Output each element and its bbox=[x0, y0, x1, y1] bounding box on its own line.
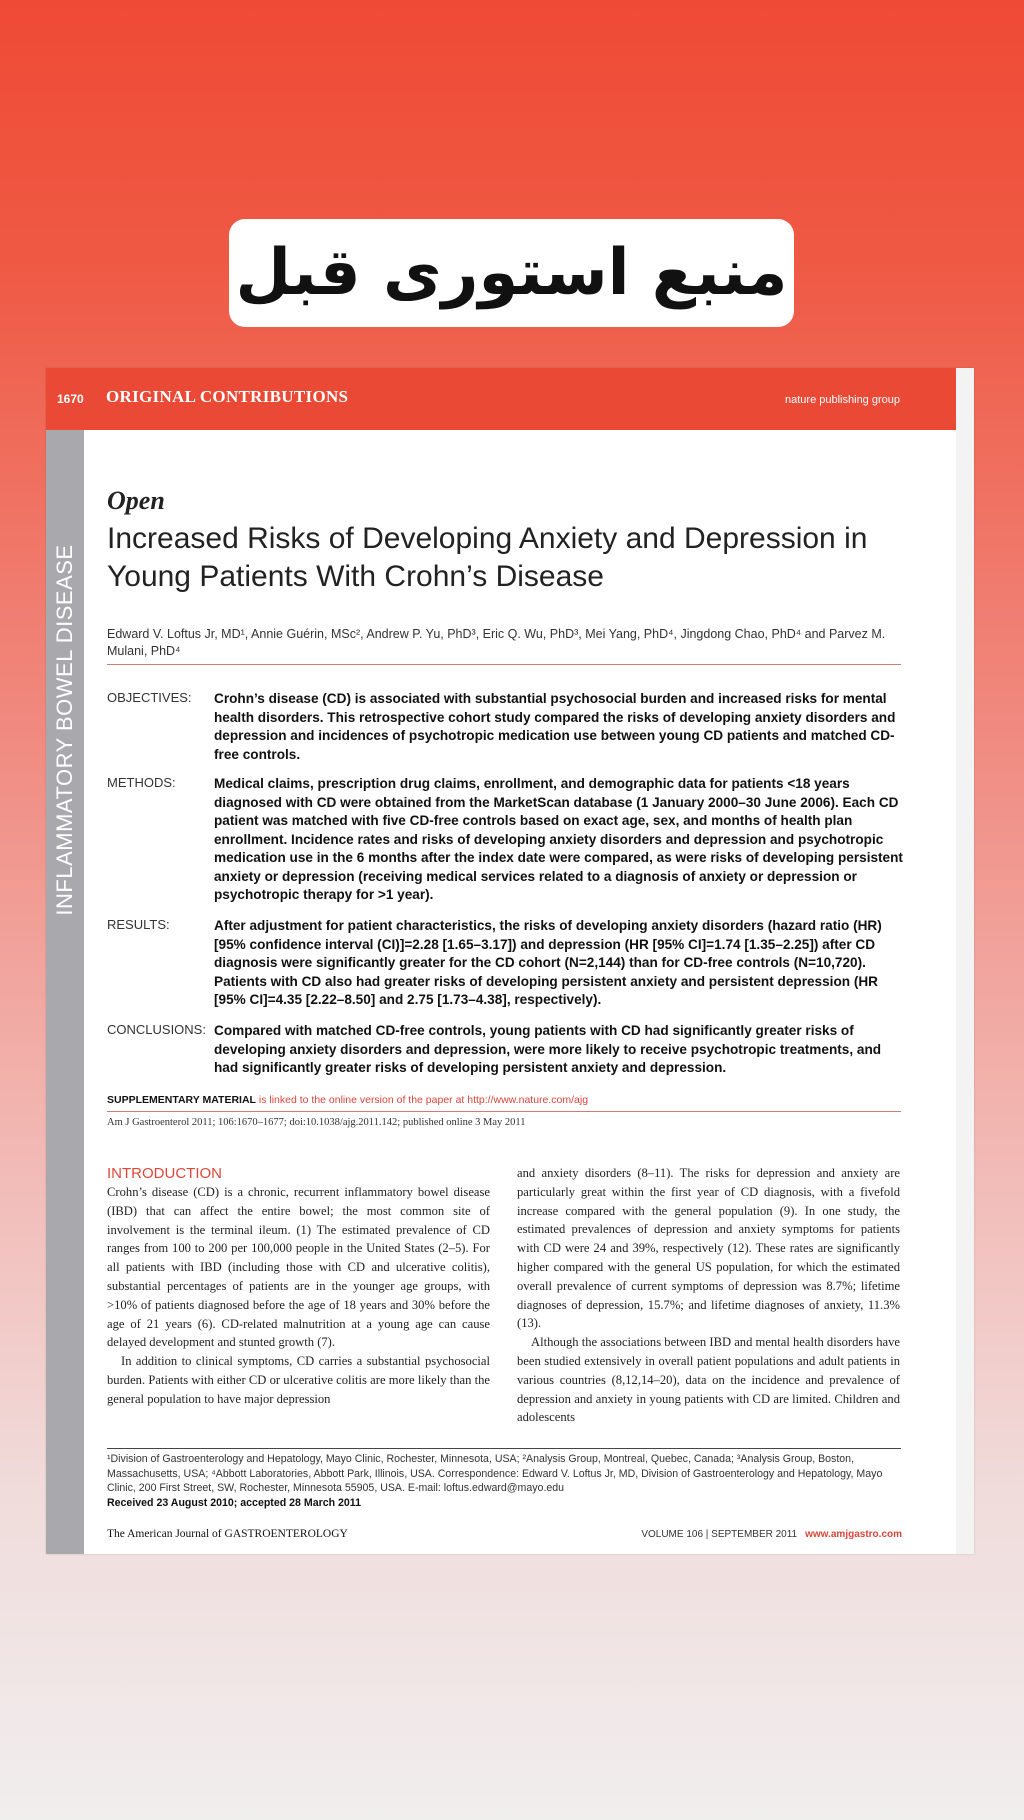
journal-name: The American Journal of GASTROENTEROLOGY bbox=[107, 1528, 348, 1540]
affiliations-footnote: ¹Division of Gastroenterology and Hepato… bbox=[107, 1452, 901, 1510]
methods-label: METHODS: bbox=[107, 775, 176, 790]
story-banner: منبع استوری قبل bbox=[229, 219, 794, 327]
intro-paragraph-2: In addition to clinical symptoms, CD car… bbox=[107, 1354, 490, 1406]
body-column-left: INTRODUCTION Crohn’s disease (CD) is a c… bbox=[107, 1164, 490, 1409]
supplementary-divider bbox=[107, 1111, 901, 1112]
topic-sidebar: INFLAMMATORY BOWEL DISEASE bbox=[46, 430, 84, 1554]
publisher-name: nature publishing group bbox=[785, 394, 900, 406]
journal-url[interactable]: www.amjgastro.com bbox=[805, 1529, 902, 1540]
title-divider bbox=[107, 664, 901, 665]
page-edge bbox=[956, 368, 974, 1554]
intro-paragraph-1: Crohn’s disease (CD) is a chronic, recur… bbox=[107, 1185, 490, 1350]
conclusions-label: CONCLUSIONS: bbox=[107, 1022, 206, 1037]
section-title: ORIGINAL CONTRIBUTIONS bbox=[106, 387, 349, 406]
page-header: 1670 ORIGINAL CONTRIBUTIONS nature publi… bbox=[46, 368, 956, 430]
intro-paragraph-3: and anxiety disorders (8–11). The risks … bbox=[517, 1166, 900, 1331]
affiliations-text: ¹Division of Gastroenterology and Hepato… bbox=[107, 1453, 883, 1494]
author-list: Edward V. Loftus Jr, MD¹, Annie Guérin, … bbox=[107, 627, 886, 658]
article-page: 1670 ORIGINAL CONTRIBUTIONS nature publi… bbox=[46, 368, 974, 1554]
conclusions-text: Compared with matched CD-free controls, … bbox=[214, 1023, 882, 1075]
supplementary-note: SUPPLEMENTARY MATERIAL is linked to the … bbox=[107, 1094, 588, 1106]
results-label: RESULTS: bbox=[107, 917, 170, 932]
supplementary-label: SUPPLEMENTARY MATERIAL bbox=[107, 1094, 256, 1106]
results-text: After adjustment for patient characteris… bbox=[214, 918, 882, 1007]
article-title: Increased Risks of Developing Anxiety an… bbox=[107, 522, 868, 593]
introduction-heading: INTRODUCTION bbox=[107, 1165, 222, 1182]
received-dates: Received 23 August 2010; accepted 28 Mar… bbox=[107, 1496, 361, 1509]
citation-line: Am J Gastroenterol 2011; 106:1670–1677; … bbox=[107, 1117, 526, 1128]
volume-info: VOLUME 106 | SEPTEMBER 2011 bbox=[641, 1529, 798, 1540]
topic-label: INFLAMMATORY BOWEL DISEASE bbox=[52, 544, 77, 916]
open-access-label: Open bbox=[107, 486, 165, 515]
objectives-label: OBJECTIVES: bbox=[107, 690, 192, 705]
methods-text: Medical claims, prescription drug claims… bbox=[214, 776, 903, 902]
intro-paragraph-4: Although the associations between IBD an… bbox=[517, 1335, 900, 1425]
banner-text: منبع استوری قبل bbox=[235, 236, 788, 310]
issue-info: VOLUME 106 | SEPTEMBER 2011 www.amjgastro… bbox=[641, 1529, 902, 1540]
page-number: 1670 bbox=[57, 392, 84, 406]
body-column-right: and anxiety disorders (8–11). The risks … bbox=[517, 1164, 900, 1427]
supplementary-link[interactable]: is linked to the online version of the p… bbox=[255, 1094, 589, 1106]
objectives-text: Crohn’s disease (CD) is associated with … bbox=[214, 691, 896, 762]
footnote-divider bbox=[107, 1448, 901, 1449]
